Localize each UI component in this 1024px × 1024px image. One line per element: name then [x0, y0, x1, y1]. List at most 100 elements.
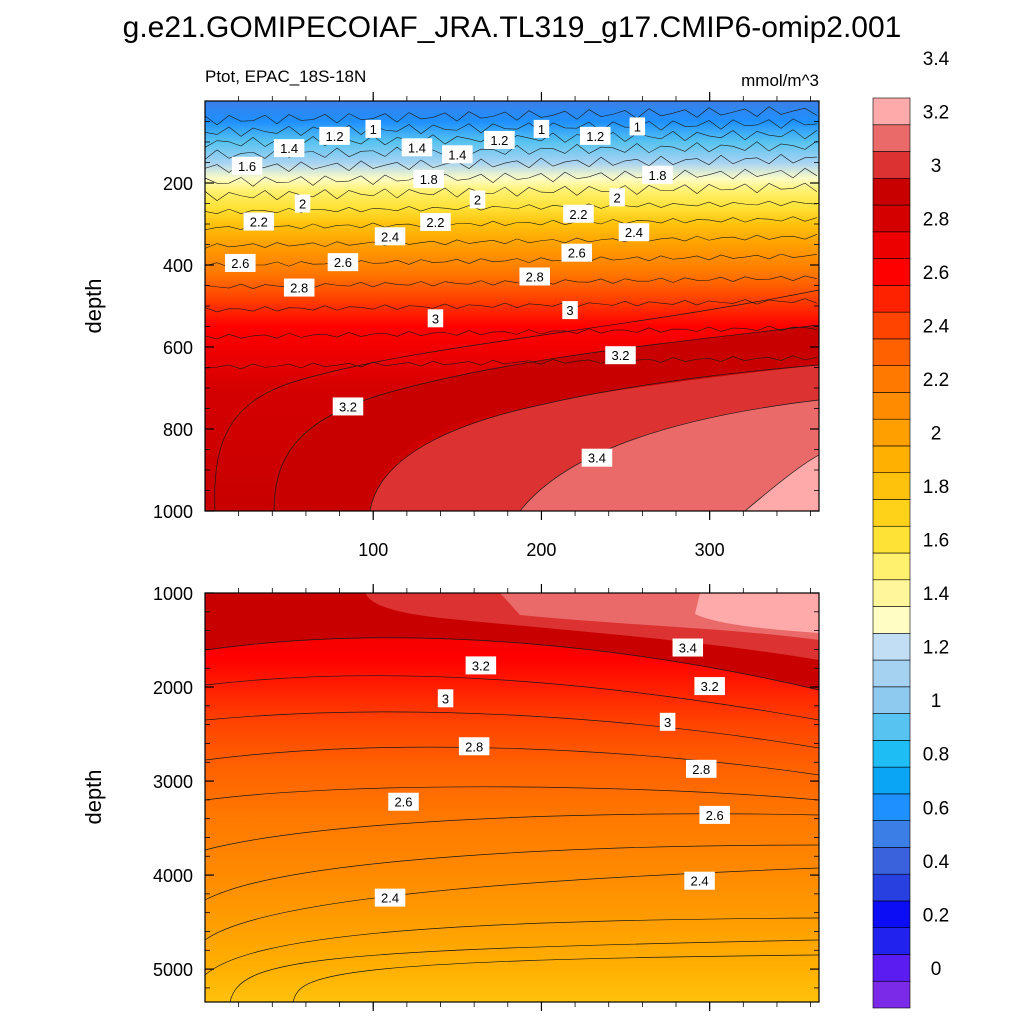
colorbar-label: 1.8 [923, 477, 949, 498]
contour-label: 2 [609, 188, 625, 207]
upper-contour-line [214, 289, 819, 511]
contour-label-text: 1 [370, 122, 377, 137]
contour-label: 2.4 [684, 871, 715, 890]
contour-label: 1.2 [580, 126, 611, 145]
colorbar-label: 0.2 [923, 905, 949, 926]
contour-label: 1.4 [401, 138, 433, 157]
contour-label-box [685, 759, 717, 778]
contour-label-box [283, 278, 315, 297]
contour-label-text: 2.6 [394, 795, 412, 810]
lower-contour-line [205, 711, 819, 749]
colorbar-swatch [872, 900, 911, 929]
contour-label-text: 3.2 [472, 658, 490, 673]
colorbar-swatch [872, 258, 911, 286]
contour-label-text: 1.2 [490, 133, 508, 148]
contour-label-text: 3 [442, 691, 449, 706]
lower-contour-line [205, 637, 819, 691]
colorbar-label: 2 [931, 424, 942, 445]
contour-label-box [427, 309, 444, 328]
colorbar-label: 2.8 [923, 209, 949, 230]
colorbar-label: 0 [931, 959, 942, 980]
colorbar-label: 3.2 [923, 102, 949, 123]
contour-label-text: 2.8 [526, 269, 544, 284]
lower-field-band-3.6 [695, 593, 819, 633]
contour-label-text: 3.2 [701, 679, 719, 694]
colorbar-swatch [872, 927, 911, 955]
upper-contour-line [205, 106, 818, 126]
contour-label: 2.2 [243, 212, 275, 231]
contour-label: 3 [427, 309, 444, 328]
x-tick-label: 300 [695, 540, 725, 560]
contour-label-box [465, 656, 497, 675]
colorbar-swatch [872, 820, 911, 848]
colorbar-label: 3.4 [923, 49, 950, 70]
contour-label-text: 2 [299, 197, 306, 212]
y-tick-label: 400 [163, 256, 193, 276]
y-tick-label: 3000 [153, 772, 193, 792]
contour-label-box [374, 227, 406, 246]
contour-label: 2.4 [618, 223, 650, 242]
colorbar-swatch [872, 204, 911, 233]
upper-panel-units-title: mmol/m^3 [741, 71, 819, 90]
contour-label-box [659, 712, 676, 731]
colorbar-label: 1.4 [923, 584, 950, 605]
contour-label: 1 [533, 119, 550, 138]
colorbar-label: 2.2 [923, 370, 949, 391]
contour-label-box [243, 212, 275, 231]
contour-label: 3.2 [332, 397, 364, 416]
colorbar-swatch [872, 177, 911, 206]
colorbar-swatch [872, 97, 911, 126]
colorbar-label: 3 [931, 156, 942, 177]
contour-label: 3 [659, 712, 676, 731]
contour-label-box [401, 138, 433, 157]
contour-label-box [581, 448, 613, 467]
contour-label-text: 1.6 [238, 159, 256, 174]
contour-label-box [332, 397, 364, 416]
contour-label-text: 2.8 [290, 281, 308, 296]
contour-label-text: 1.2 [325, 129, 343, 144]
colorbar-swatch [872, 980, 911, 1009]
contour-label-box [618, 223, 650, 242]
contour-label-box [294, 194, 311, 213]
colorbar-swatch [872, 686, 911, 714]
contour-label: 2.6 [699, 805, 730, 824]
colorbar-swatch [872, 151, 911, 179]
contour-label-box [562, 301, 578, 320]
contour-label: 2.4 [374, 227, 406, 246]
upper-contour-line [519, 399, 819, 511]
contour-label-box [365, 119, 381, 138]
contour-label: 2.8 [685, 759, 717, 778]
upper-panel: Ptot, EPAC_18S-18N mmol/m^3 1.2 11.21 1.21… [81, 67, 820, 560]
contour-label-text: 2 [474, 192, 481, 207]
contour-label: 2.6 [561, 243, 593, 262]
contour-label-box [374, 888, 406, 907]
upper-field-deep-left [274, 325, 819, 511]
contour-label-box [629, 117, 646, 136]
contour-label-box [609, 188, 625, 207]
contour-label-box [519, 267, 550, 286]
contour-label: 1.4 [442, 145, 473, 164]
figure-title: g.e21.GOMIPECOIAF_JRA.TL319_g17.CMIP6-om… [123, 11, 902, 44]
contour-label-text: 2.2 [426, 215, 444, 230]
upper-field-band-3.6 [745, 455, 819, 511]
contour-label: 3.2 [694, 677, 725, 696]
contour-label-text: 2 [614, 190, 621, 205]
upper-contour-line [205, 216, 818, 231]
colorbar-swatch [872, 873, 911, 902]
colorbar-swatch [872, 632, 911, 661]
contour-label: 3 [562, 301, 578, 320]
contour-label-box [437, 689, 454, 708]
lower-y-axis-label: depth [81, 769, 106, 824]
contour-label: 2.6 [225, 253, 256, 272]
colorbar-swatch [872, 766, 911, 795]
contour-label: 2.8 [458, 737, 490, 756]
upper-contour-line [205, 298, 818, 313]
colorbar-swatch [872, 124, 911, 152]
upper-contour-line [744, 454, 819, 511]
contour-label-text: 2.4 [381, 891, 399, 906]
colorbar-swatch [872, 472, 911, 500]
lower-plot-frame [204, 592, 820, 1003]
contour-label-box [420, 212, 451, 231]
colorbar-label: 2.4 [923, 317, 950, 338]
